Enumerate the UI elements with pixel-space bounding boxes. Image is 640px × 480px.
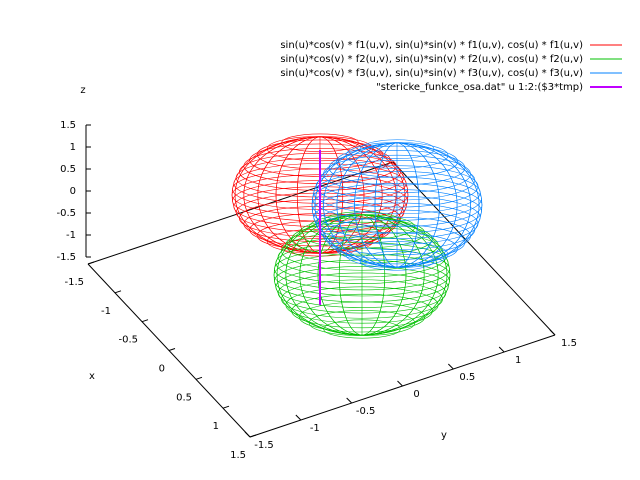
x-tick (222, 405, 230, 409)
y-tick-label: 0 (413, 389, 419, 400)
z-tick-label: -0.5 (56, 208, 76, 219)
y-axis-label: y (441, 430, 447, 441)
y-tick-label: 1 (515, 355, 521, 366)
x-tick-label: 1.5 (230, 450, 246, 461)
y-tick (295, 414, 302, 421)
z-tick-label: 1.5 (60, 120, 76, 131)
y-tick-label: -1 (310, 423, 320, 434)
y-tick (397, 380, 403, 387)
y-tick (549, 329, 556, 336)
z-axis-label: z (80, 85, 85, 96)
z-tick-label: 0 (70, 186, 76, 197)
y-tick (447, 363, 454, 370)
y-tick (498, 346, 505, 353)
x-tick-label: -1 (101, 306, 111, 317)
wire-meridian (314, 142, 480, 268)
x-tick-label: -0.5 (118, 335, 138, 346)
y-tick (346, 397, 353, 404)
surface-wireframe (311, 139, 483, 271)
wire-meridian (276, 214, 448, 336)
x-axis-label: x (89, 371, 95, 382)
x-tick-label: 1 (213, 421, 219, 432)
legend-label: sin(u)*cos(v) * f1(u,v), sin(u)*sin(v) *… (280, 40, 583, 51)
legend-label: sin(u)*cos(v) * f2(u,v), sin(u)*sin(v) *… (280, 54, 583, 65)
y-tick-label: 0.5 (459, 372, 475, 383)
y-tick (244, 431, 251, 438)
legend-label: "stericke_funkce_osa.dat" u 1:2:($3*tmp) (376, 82, 583, 93)
x-tick (195, 376, 203, 380)
x-tick-label: 0.5 (176, 392, 192, 403)
x-tick (168, 348, 176, 351)
legend-label: sin(u)*cos(v) * f3(u,v), sin(u)*sin(v) *… (280, 68, 583, 79)
z-tick-label: 1 (70, 142, 76, 153)
y-tick-label: -1.5 (254, 440, 274, 451)
y-tick-label: 1.5 (561, 338, 577, 349)
x-tick (87, 261, 95, 265)
x-tick-label: -1.5 (64, 277, 84, 288)
y-tick-label: -0.5 (356, 406, 376, 417)
z-tick-label: 0.5 (60, 164, 76, 175)
x-tick (141, 319, 149, 323)
x-tick (114, 290, 122, 294)
z-tick-label: -1 (66, 230, 76, 241)
z-tick-label: -1.5 (56, 252, 76, 263)
back-edge (392, 161, 556, 336)
x-tick-label: 0 (159, 364, 165, 375)
